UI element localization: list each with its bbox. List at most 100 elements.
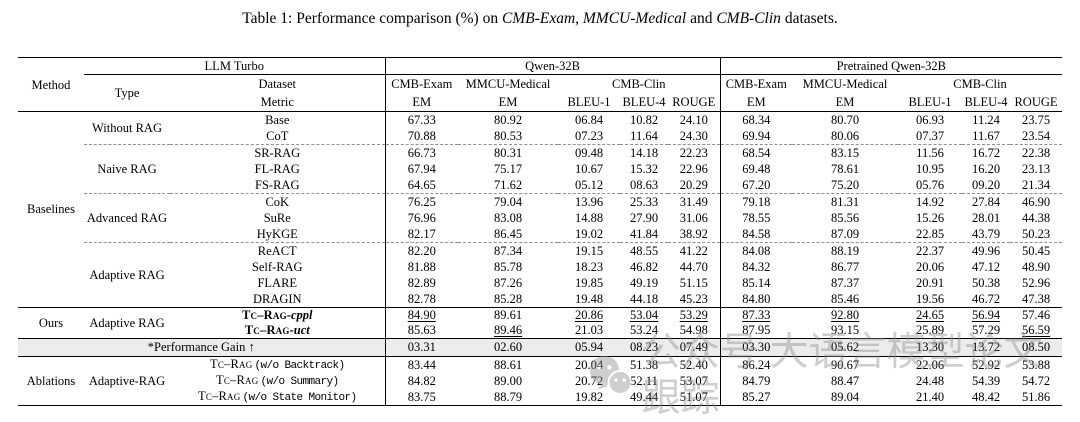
col-header-type: Type: [84, 74, 170, 112]
table-row: Ours Adaptive RAG Tc–Rag-cppl 84.90 89.61 20.…: [18, 306, 1063, 339]
method-name: FLARE: [257, 275, 298, 290]
metric-value-cell: 87.33: [719, 306, 792, 323]
caption-text: Table 1: Performance comparison (%) on: [242, 10, 502, 27]
metric-value-cell: 41.22: [668, 241, 720, 259]
col-header-dataset-metric: Dataset Metric: [170, 74, 385, 112]
metric-value-cell: 53.24: [629, 323, 659, 338]
metric-value-cell: 90.67: [792, 355, 898, 373]
metric-value-cell: 06.93: [915, 112, 945, 127]
dataset-header-cmb-exam: CMB-Exam: [384, 74, 458, 93]
rag-type-label: Naive RAG: [84, 143, 170, 194]
metric-value-cell: 07.23: [574, 128, 604, 143]
metric-value-cell: 75.20: [830, 177, 860, 192]
method-name: Tc–Rag: [210, 357, 253, 372]
metric-value-cell: 15.26: [915, 210, 945, 225]
metric-value-cell: 80.53: [493, 128, 523, 143]
header-row-3: EM EM BLEU-1 BLEU-4 ROUGE EM EM BLEU-1 B…: [18, 93, 1063, 112]
dataset-name: MMCU-Medical: [582, 10, 687, 27]
metric-value-cell: 41.84: [629, 226, 659, 241]
metric-value-cell: 46.72: [971, 292, 1001, 307]
metric-value-cell: 82.89: [384, 274, 458, 292]
metric-header-bleu1: BLEU-1: [898, 93, 962, 112]
header-row-1: Method LLM Turbo Qwen-32B Pretrained Qwe…: [18, 57, 1063, 112]
dataset-header-cmb-exam: CMB-Exam: [719, 74, 792, 93]
metric-value-cell: 68.34: [719, 111, 792, 128]
metric-value-cell: 81.31: [792, 192, 898, 210]
method-name-suffix: -cppl: [286, 308, 313, 323]
metric-value-cell: 24.48: [915, 373, 945, 388]
table-row: Tc–Rag-uct 85.63 89.46 21.03 53.24 54.98 87.95…: [18, 322, 1062, 339]
method-name: FL-RAG: [254, 161, 300, 176]
metric-value-cell: 51.86: [1021, 390, 1051, 404]
method-name: Tc–Rag: [241, 308, 287, 323]
metric-value-cell: 27.90: [629, 210, 659, 225]
gain-section: *Performance Gain ↑ 03.31 02.60 05.94 08…: [18, 337, 1063, 357]
metric-value-cell: 57.46: [1010, 306, 1063, 323]
metric-value-cell: 57.29: [971, 323, 1001, 338]
metric-value-cell: 11.56: [898, 143, 962, 161]
metric-value-cell: 76.96: [384, 209, 458, 226]
metric-value-cell: 86.45: [493, 226, 523, 241]
metric-value-cell: 22.85: [915, 226, 945, 241]
method-name: DRAGIN: [252, 292, 302, 307]
metric-value-cell: 54.98: [679, 323, 708, 338]
metric-value-cell: 64.65: [384, 176, 458, 194]
metric-value-cell: 10.67: [574, 161, 604, 176]
metric-header-rouge: ROUGE: [668, 93, 720, 112]
table-row: Adaptive RAG ReACT 82.20 87.34 19.15 48.55 41.…: [18, 241, 1063, 308]
metric-value-cell: 83.08: [493, 210, 523, 225]
metric-value-cell: 89.04: [830, 390, 860, 404]
metric-value-cell: 67.33: [384, 111, 458, 128]
metric-value-cell: 05.94: [558, 337, 620, 357]
metric-value-cell: 52.92: [962, 355, 1010, 373]
metric-value-cell: 13.72: [962, 337, 1010, 357]
method-name: SuRe: [263, 210, 291, 225]
metric-value-cell: 14.92: [898, 192, 962, 210]
metric-value-cell: 51.15: [679, 275, 708, 290]
metric-value-cell: 87.26: [493, 275, 523, 290]
metric-value-cell: 21.40: [915, 390, 945, 404]
method-group-label: Ablations: [18, 355, 84, 406]
method-name: Self-RAG: [251, 259, 303, 274]
metric-value-cell: 19.85: [574, 275, 604, 290]
metric-value-cell: 83.15: [792, 143, 898, 161]
metric-value-cell: 20.86: [558, 306, 620, 323]
table-caption: Table 1: Performance comparison (%) on C…: [0, 10, 1080, 28]
caption-text: ,: [575, 10, 583, 27]
metric-value-cell: 68.54: [719, 143, 792, 161]
col-header-llm-turbo: LLM Turbo: [84, 57, 385, 75]
metric-value-cell: 85.46: [830, 292, 860, 307]
metric-value-cell: 48.90: [1021, 259, 1051, 274]
metric-value-cell: 67.20: [719, 176, 792, 194]
performance-table: Method LLM Turbo Qwen-32B Pretrained Qwe…: [18, 57, 1063, 406]
metric-value-cell: 89.46: [493, 323, 523, 338]
metric-value-cell: 27.84: [962, 192, 1010, 210]
metric-value-cell: 22.37: [898, 241, 962, 259]
metric-value-cell: 89.61: [458, 306, 558, 323]
metric-value-cell: 52.40: [668, 355, 720, 373]
table-row: FL-RAG 67.94 75.17 10.67 15.32 22.96 69.48 78.6…: [18, 160, 1062, 177]
metric-value-cell: 82.78: [384, 291, 458, 308]
method-name-cell: Tc–Rag (w/o Summary): [170, 373, 385, 389]
method-name-cell: Tc–Rag (w/o State Monitor): [170, 389, 385, 405]
metric-value-cell: 44.70: [679, 259, 708, 274]
metric-value-cell: 16.20: [971, 161, 1001, 176]
metric-value-cell: 78.55: [719, 209, 792, 226]
metric-value-cell: 93.15: [830, 323, 860, 338]
metric-value-cell: 22.06: [898, 355, 962, 373]
metric-value-cell: 79.18: [719, 192, 792, 210]
metric-value-cell: 08.63: [629, 177, 659, 192]
metric-value-cell: 85.56: [830, 210, 860, 225]
metric-value-cell: 08.23: [620, 337, 668, 357]
metric-value-cell: 21.34: [1021, 177, 1051, 192]
metric-value-cell: 25.33: [620, 192, 668, 210]
metric-value-cell: 50.23: [1021, 226, 1051, 241]
method-name-cell: Tc–Rag (w/o Backtrack): [170, 355, 385, 373]
metric-value-cell: 19.15: [558, 241, 620, 259]
method-name: Tc–Rag: [216, 373, 259, 388]
metric-value-cell: 89.00: [493, 373, 523, 388]
method-name-cell: HyKGE: [170, 226, 385, 242]
metric-value-cell: 25.89: [915, 323, 945, 338]
method-name: Tc–Rag: [198, 389, 241, 404]
metric-value-cell: 56.59: [1021, 323, 1051, 338]
